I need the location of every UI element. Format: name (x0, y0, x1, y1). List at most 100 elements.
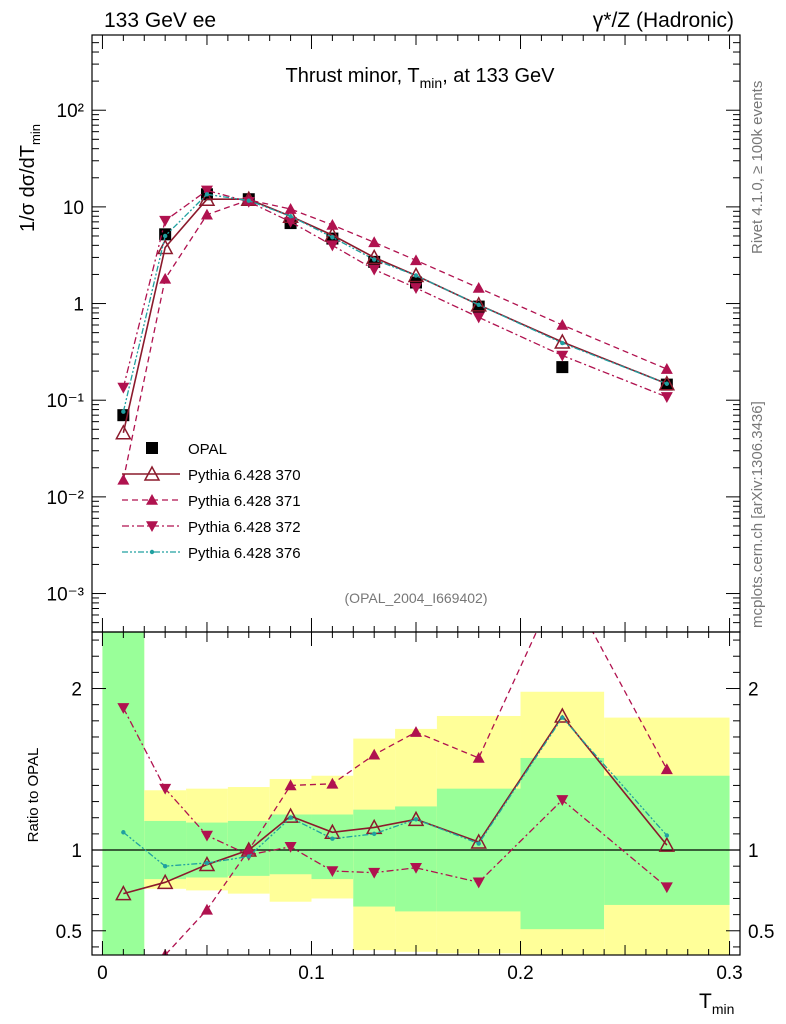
ratio-series-pythia-6-428-376 (121, 715, 670, 869)
legend-item: OPAL (146, 441, 227, 458)
main-y-tick-label: 10⁻³ (47, 585, 85, 606)
main-y-axis-label: 1/σ dσ/dTmin (17, 124, 43, 232)
header-left: 133 GeV ee (104, 9, 216, 32)
main-series-point (159, 272, 172, 284)
main-series-point (556, 350, 569, 362)
main-series-point (117, 409, 130, 422)
ratio-series-line (123, 714, 668, 895)
ratio-series-point (554, 707, 571, 723)
main-series-pythia-6-428-376 (121, 192, 670, 414)
ratio-series-point (556, 795, 569, 806)
main-series-point (413, 273, 419, 278)
legend-marker (149, 549, 155, 555)
main-series-pythia-6-428-371 (117, 193, 673, 485)
main-series-point (117, 473, 130, 485)
ratio-series-point (413, 817, 419, 822)
main-y-tick-label: 1 (73, 295, 84, 316)
ratio-series-point (326, 866, 339, 878)
ratio-series-point (117, 703, 130, 714)
ratio-series-point (162, 863, 168, 869)
main-series-line (122, 193, 668, 412)
main-series-point (284, 203, 297, 214)
ratio-y-tick-label: 1 (71, 841, 82, 862)
main-series-point (330, 235, 335, 240)
ratio-series-point (472, 877, 485, 889)
main-frame (91, 34, 741, 633)
ratio-y-tick-label-right: 0.5 (748, 922, 774, 943)
ratio-data-marks (115, 569, 676, 986)
ratio-series-point (410, 726, 422, 737)
main-series-point (204, 192, 210, 197)
main-series-point (410, 283, 422, 294)
main-series-point (554, 333, 571, 349)
main-series-point (288, 214, 293, 219)
main-series-point (476, 302, 481, 308)
main-series-point (371, 257, 377, 262)
main-y-tick-label: 10⁻² (47, 488, 85, 509)
mcplots-credit-text: mcplots.cern.ch [arXiv:1306.3436] (749, 401, 766, 628)
main-series-point (368, 236, 381, 248)
main-series-line (122, 199, 668, 480)
legend: OPAL Pythia 6.428 370 Pythia 6.428 371 Pyth… (122, 441, 301, 562)
x-tick-label: 0 (97, 963, 108, 984)
main-y-tick-label: 10² (57, 101, 84, 122)
main-series-point (246, 198, 251, 203)
ratio-series-point (560, 715, 565, 720)
legend-item: Pythia 6.428 372 (122, 519, 301, 536)
legend-label: Pythia 6.428 370 (188, 467, 301, 484)
main-title: Thrust minor, Tmin, at 133 GeV (286, 65, 556, 91)
ratio-series-point (156, 873, 174, 890)
x-axis-label: Tmin (699, 990, 734, 1017)
rivet-version-text: Rivet 4.1.0, ≥ 100k events (749, 81, 766, 254)
main-series-point (159, 215, 172, 227)
ratio-series-point (368, 748, 381, 760)
ratio-series-point (117, 975, 129, 986)
ratio-series-point (470, 833, 487, 849)
ratio-series-point (660, 882, 673, 894)
main-series-pythia-6-428-372 (117, 185, 673, 403)
main-series-point (326, 218, 339, 230)
header-right: γ*/Z (Hadronic) (593, 9, 734, 32)
main-series-point (198, 190, 216, 206)
main-series-point (284, 217, 297, 228)
ratio-y-tick-label-right: 1 (748, 841, 759, 862)
main-series-point (660, 392, 673, 403)
ratio-series-point (410, 862, 422, 874)
x-tick-label: 0.1 (298, 963, 324, 984)
ratio-y-tick-label: 2 (71, 680, 82, 701)
uncertainty-band-inner (520, 757, 605, 930)
main-series-point (472, 312, 485, 324)
ratio-series-point (204, 860, 210, 866)
legend-label: Pythia 6.428 371 (188, 493, 301, 510)
main-series-line (122, 198, 668, 433)
legend-item: Pythia 6.428 370 (122, 465, 301, 484)
ratio-series-point (368, 867, 381, 879)
ratio-series-point (556, 569, 568, 580)
legend-label: Pythia 6.428 372 (188, 519, 301, 536)
ratio-series-point (284, 841, 297, 853)
ratio-series-point (284, 779, 297, 791)
ratio-series-point (371, 831, 377, 837)
main-series-point (156, 238, 174, 255)
legend-item: Pythia 6.428 376 (122, 545, 301, 562)
main-series-point (664, 381, 670, 386)
main-series-point (407, 266, 425, 283)
ratio-y-tick-label-right: 2 (748, 680, 759, 701)
ratio-series-point (159, 783, 172, 795)
legend-label: Pythia 6.428 376 (188, 545, 301, 562)
ratio-series-point (330, 836, 335, 841)
x-tick-label: 0.2 (507, 963, 533, 984)
main-series-point (115, 424, 132, 440)
legend-marker (146, 521, 158, 532)
main-series-point (556, 318, 569, 330)
uncertainty-band-inner (102, 632, 145, 955)
main-series-point (368, 264, 381, 276)
main-series-point (410, 254, 422, 266)
ratio-series-pythia-6-428-372 (117, 703, 673, 894)
main-series-point (162, 233, 168, 239)
legend-marker (146, 442, 158, 454)
ratio-series-point (472, 751, 485, 763)
ratio-series-point (664, 833, 670, 838)
legend-marker (143, 465, 161, 481)
